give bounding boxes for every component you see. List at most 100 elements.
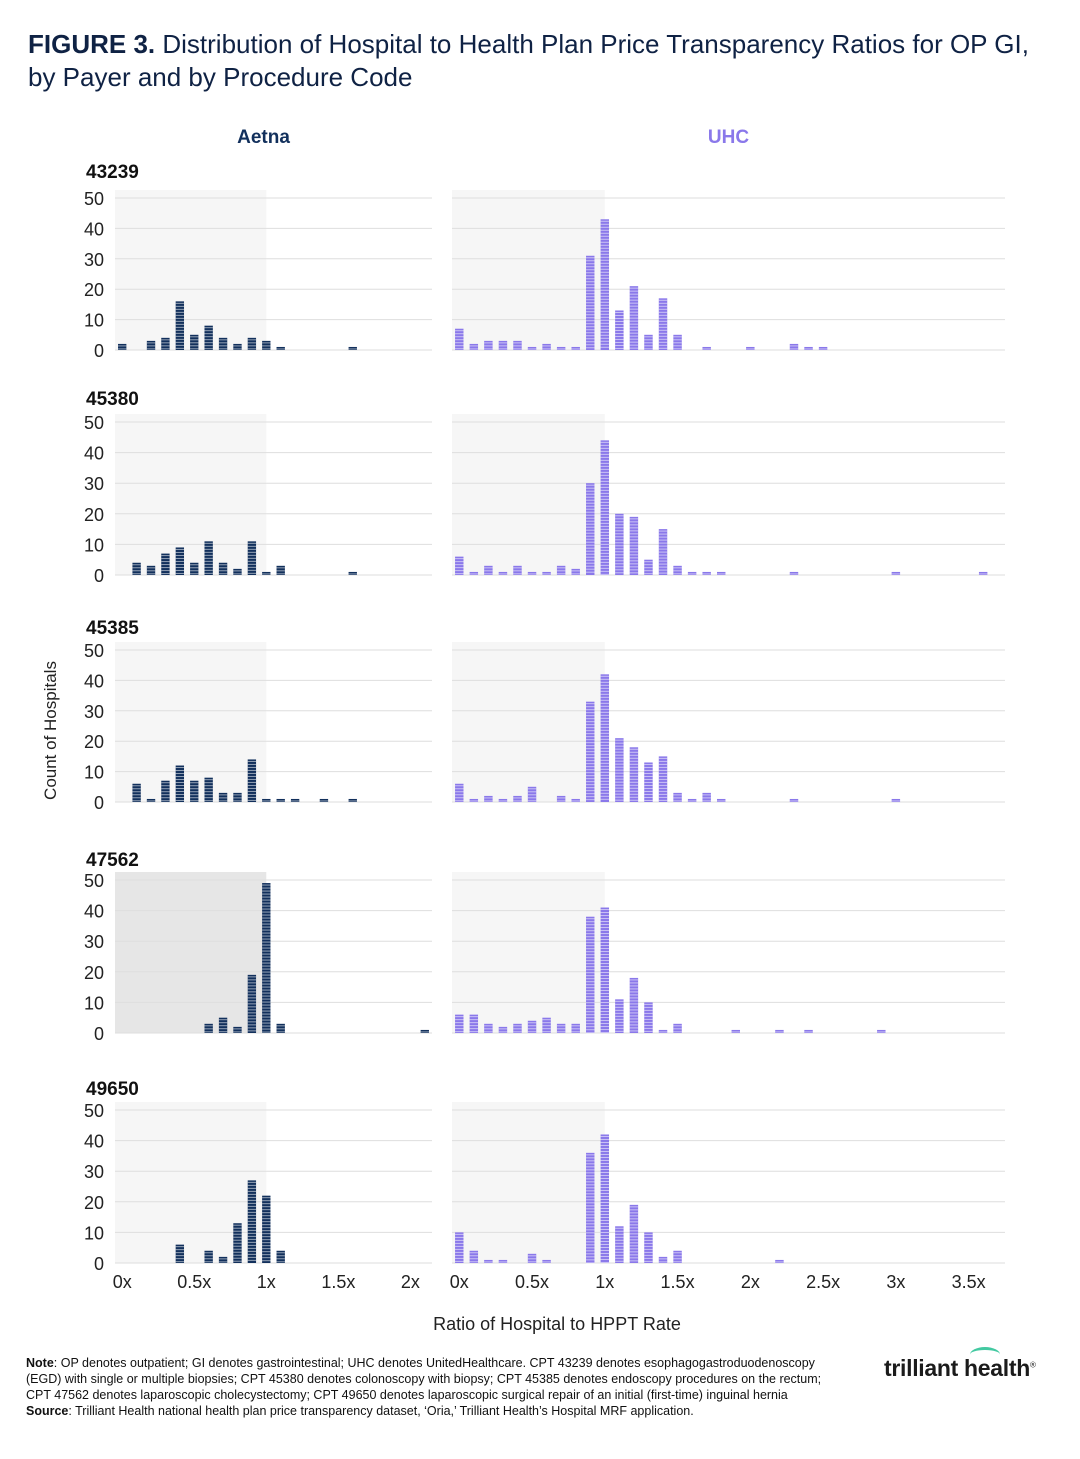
panel-45385-aetna-bar [175, 765, 185, 802]
figure-number: FIGURE 3. [28, 29, 156, 59]
panel-45380-aetna-bar [233, 568, 242, 575]
panel-45385-aetna-bar [204, 777, 213, 802]
panel-49650-uhc-bar [644, 1232, 653, 1263]
panel-43239-aetna-bar [161, 337, 170, 350]
panel-45380-uhc-bar [600, 440, 610, 575]
y-tick-label: 30 [84, 932, 104, 952]
y-tick-label: 20 [84, 963, 104, 983]
panel-43239-aetna-shade [115, 190, 267, 350]
panel-47562-aetna-bar [233, 1026, 242, 1033]
y-tick-label: 30 [84, 1162, 104, 1182]
x-tick-label: 1x [595, 1272, 614, 1292]
y-tick-label: 0 [94, 793, 104, 813]
y-tick-label: 10 [84, 1223, 104, 1243]
x-tick-label: 1.5x [661, 1272, 695, 1292]
procedure-code-label: 47562 [86, 850, 139, 871]
y-tick-label: 40 [84, 444, 104, 464]
y-tick-label: 20 [84, 280, 104, 300]
panel-49650-aetna-bar [218, 1256, 228, 1263]
panel-47562-uhc-bar [469, 1014, 479, 1033]
y-tick-label: 30 [84, 474, 104, 494]
y-tick-label: 40 [84, 219, 104, 239]
y-tick-label: 40 [84, 1132, 104, 1152]
panel-49650-uhc-shade [452, 1102, 605, 1263]
panel-43239-aetna-bar [175, 301, 185, 350]
x-tick-label: 0.5x [177, 1272, 211, 1292]
y-tick-label: 0 [94, 566, 104, 586]
panel-45380-aetna-bar [132, 562, 141, 575]
panel-43239-aetna-bar [233, 343, 242, 350]
y-tick-label: 30 [84, 702, 104, 722]
panel-49650-uhc-bar [469, 1250, 479, 1263]
panel-45380-uhc-bar [615, 513, 624, 575]
procedure-code-label: 45385 [86, 618, 139, 639]
panel-45380-uhc-bar [586, 483, 595, 575]
panel-47562-uhc-bar [527, 1020, 537, 1033]
panel-43239-aetna-bar [118, 343, 127, 350]
y-tick-label: 20 [84, 505, 104, 525]
trilliant-health-logo: trilliant health® [884, 1347, 1036, 1382]
source-label: Source [26, 1404, 69, 1418]
panel-49650-aetna-bar [175, 1244, 185, 1263]
panel-49650-uhc-bar [600, 1134, 610, 1263]
panel-49650-uhc-bar [658, 1256, 668, 1263]
y-tick-label: 50 [84, 871, 104, 891]
panel-47562-uhc-bar [629, 977, 639, 1033]
y-axis-label: Count of Hospitals [41, 661, 60, 800]
x-tick-label: 0.5x [515, 1272, 549, 1292]
y-tick-label: 50 [84, 1101, 104, 1121]
y-tick-label: 10 [84, 993, 104, 1013]
x-tick-label: 0x [450, 1272, 469, 1292]
y-tick-label: 50 [84, 189, 104, 209]
panel-47562-aetna-bar [262, 883, 271, 1033]
x-tick-label: 0x [113, 1272, 132, 1292]
panel-45385-uhc-bar [513, 795, 522, 802]
panel-43239-aetna-bar [247, 337, 257, 350]
x-tick-label: 3.5x [952, 1272, 986, 1292]
payer-header-aetna: Aetna [237, 127, 290, 148]
figure-notes: Note: OP denotes outpatient; GI denotes … [26, 1355, 836, 1419]
procedure-code-label: 49650 [86, 1079, 139, 1100]
panel-49650-aetna-bar [262, 1195, 271, 1263]
panel-47562-uhc-bar [498, 1026, 508, 1033]
y-tick-label: 40 [84, 902, 104, 922]
panel-49650-aetna-bar [276, 1250, 285, 1263]
panel-43239-uhc-bar [469, 343, 479, 350]
y-tick-label: 30 [84, 250, 104, 270]
note-line: Note: OP denotes outpatient; GI denotes … [26, 1355, 836, 1403]
panel-45385-aetna-bar [247, 759, 257, 802]
y-tick-label: 10 [84, 535, 104, 555]
panel-45385-uhc-bar [455, 783, 464, 802]
payer-header-uhc: UHC [708, 127, 749, 148]
panel-47562-uhc-bar [586, 916, 595, 1033]
figure-title: FIGURE 3. Distribution of Hospital to He… [28, 28, 1038, 94]
x-axis-label: Ratio of Hospital to HPPT Rate [433, 1314, 681, 1334]
y-tick-label: 50 [84, 413, 104, 433]
panel-45380-uhc-bar [571, 568, 580, 575]
panel-47562-uhc-bar [644, 1002, 653, 1033]
y-tick-label: 50 [84, 641, 104, 661]
panel-43239-uhc-bar [789, 343, 799, 350]
panel-45385-uhc-bar [484, 795, 493, 802]
panel-49650-uhc-bar [586, 1152, 595, 1263]
panel-49650-uhc-bar [615, 1226, 624, 1263]
panel-45380-uhc-bar [455, 556, 464, 575]
x-tick-label: 2x [401, 1272, 420, 1292]
source-text: : Trilliant Health national health plan … [68, 1404, 694, 1418]
panel-43239-aetna-bar [204, 325, 213, 350]
procedure-code-label: 43239 [86, 162, 139, 183]
note-text: : OP denotes outpatient; GI denotes gast… [26, 1356, 822, 1402]
panel-45385-aetna-shade [115, 642, 267, 802]
y-tick-label: 10 [84, 763, 104, 783]
logo-text: trilliant health [884, 1355, 1030, 1381]
panel-45380-aetna-bar [190, 562, 199, 575]
panel-47562-uhc-shade [452, 872, 605, 1033]
y-tick-label: 40 [84, 671, 104, 691]
panel-45385-aetna-bar [132, 783, 141, 802]
procedure-code-label: 45380 [86, 389, 139, 410]
panel-49650-aetna-shade [115, 1102, 267, 1263]
y-tick-label: 0 [94, 341, 104, 361]
panel-45385-uhc-bar [556, 795, 566, 802]
panel-47562-uhc-bar [600, 907, 610, 1033]
panel-49650-uhc-bar [455, 1232, 464, 1263]
